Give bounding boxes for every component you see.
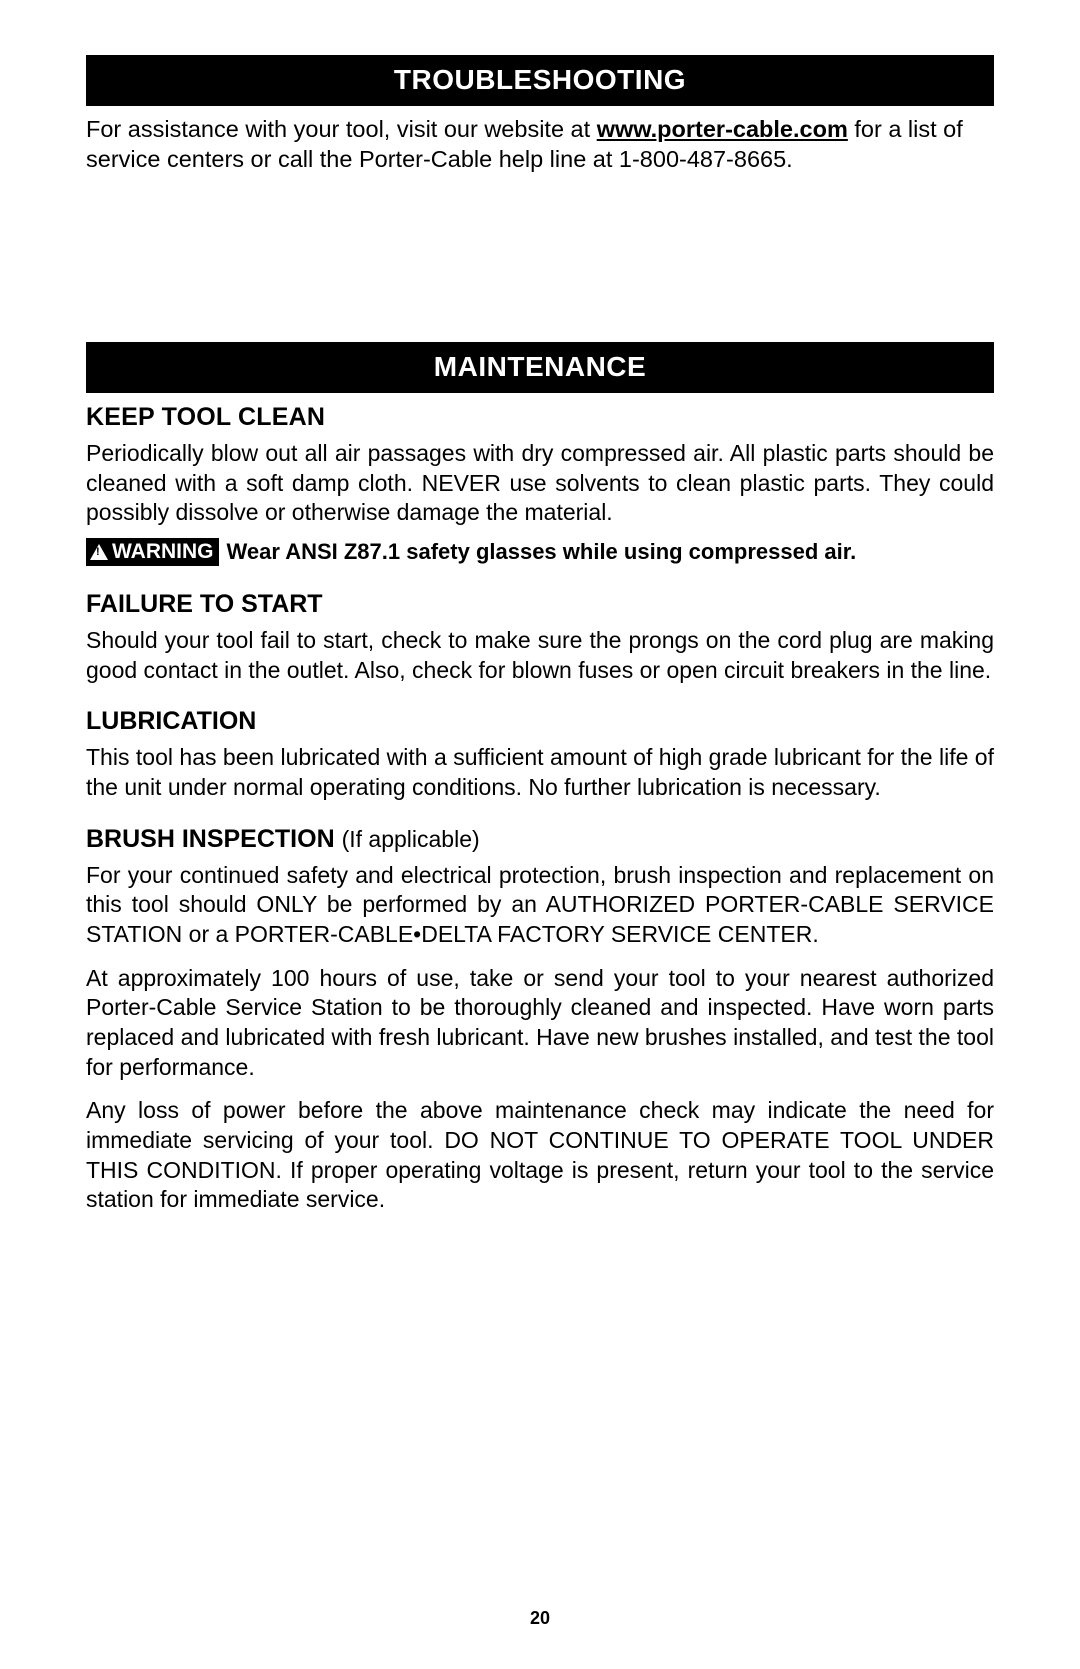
maintenance-header: MAINTENANCE [86,342,994,393]
warning-badge: WARNING [86,538,219,566]
brush-inspection-body2: At approximately 100 hours of use, take … [86,964,994,1083]
brush-inspection-body3: Any loss of power before the above maint… [86,1096,994,1215]
brush-inspection-heading: BRUSH INSPECTION (If applicable) [86,825,994,854]
warning-triangle-icon [90,544,108,560]
failure-to-start-body: Should your tool fail to start, check to… [86,626,994,685]
porter-cable-link[interactable]: www.porter-cable.com [597,116,848,142]
lubrication-heading: LUBRICATION [86,707,994,736]
keep-clean-heading: KEEP TOOL CLEAN [86,403,994,432]
keep-clean-body: Periodically blow out all air passages w… [86,439,994,528]
troubleshooting-header: TROUBLESHOOTING [86,55,994,106]
failure-to-start-heading: FAILURE TO START [86,590,994,619]
brush-inspection-heading-main: BRUSH INSPECTION [86,825,342,853]
warning-row: WARNING Wear ANSI Z87.1 safety glasses w… [86,538,994,566]
troubleshooting-text-before: For assistance with your tool, visit our… [86,116,597,142]
warning-text: Wear ANSI Z87.1 safety glasses while usi… [227,539,857,565]
page-number: 20 [0,1608,1080,1629]
warning-label: WARNING [112,540,214,564]
troubleshooting-paragraph: For assistance with your tool, visit our… [86,114,994,174]
page-content: TROUBLESHOOTING For assistance with your… [0,0,1080,1215]
brush-inspection-heading-sub: (If applicable) [342,826,480,852]
spacer [86,174,994,342]
brush-inspection-body1: For your continued safety and electrical… [86,861,994,950]
lubrication-body: This tool has been lubricated with a suf… [86,743,994,802]
